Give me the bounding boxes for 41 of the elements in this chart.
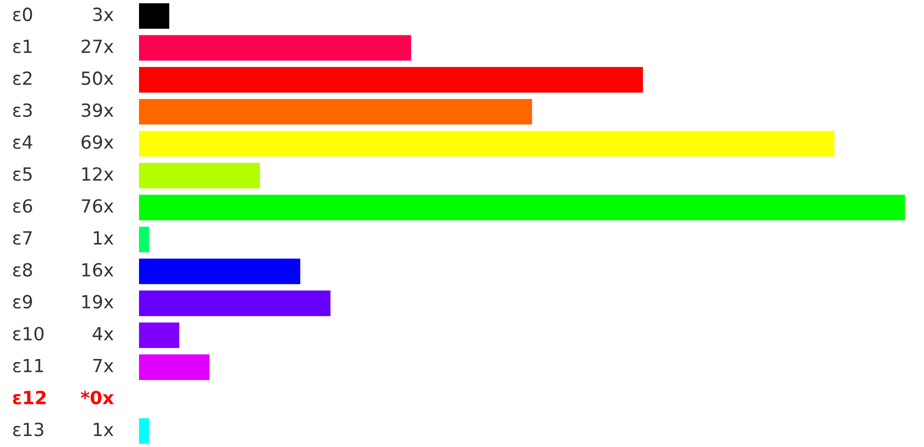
bar bbox=[139, 322, 180, 348]
data-label: *0x bbox=[80, 390, 114, 404]
data-label: 50x bbox=[82, 71, 114, 86]
bar bbox=[139, 67, 643, 93]
data-label: 69x bbox=[82, 135, 114, 149]
bar bbox=[139, 35, 412, 61]
bar bbox=[139, 354, 210, 380]
bar bbox=[139, 162, 260, 188]
data-label: 7x bbox=[93, 358, 114, 372]
y-tick-label: ε3 bbox=[13, 103, 32, 117]
y-tick-label: ε11 bbox=[13, 358, 44, 372]
data-label: 1x bbox=[94, 422, 114, 436]
data-label: 3x bbox=[93, 8, 114, 22]
bar bbox=[139, 98, 532, 125]
bar bbox=[139, 290, 330, 316]
y-tick-label: ε7 bbox=[13, 231, 32, 245]
data-label: 12x bbox=[82, 167, 114, 181]
y-tick-label: ε5 bbox=[13, 167, 32, 181]
bar bbox=[139, 258, 300, 284]
y-tick-label: ε0 bbox=[13, 8, 32, 22]
data-label: 39x bbox=[82, 103, 114, 117]
y-tick-label: ε13 bbox=[13, 422, 44, 436]
data-label: 1x bbox=[94, 231, 114, 244]
y-tick-label: ε8 bbox=[13, 262, 32, 277]
y-tick-label: ε2 bbox=[13, 71, 32, 86]
y-tick-label: ε9 bbox=[13, 294, 32, 309]
y-tick-label: ε1 bbox=[13, 40, 32, 54]
bar bbox=[139, 226, 150, 252]
y-tick-label: ε4 bbox=[13, 135, 32, 149]
data-label: 27x bbox=[82, 39, 114, 53]
y-tick-label: ε6 bbox=[13, 199, 32, 213]
data-label: 4x bbox=[92, 327, 114, 340]
y-tick-label: ε10 bbox=[13, 326, 44, 340]
data-label: 76x bbox=[82, 199, 114, 213]
data-label: 19x bbox=[82, 294, 114, 309]
bar bbox=[139, 3, 170, 29]
data-label: 16x bbox=[82, 262, 114, 277]
bar bbox=[139, 418, 150, 444]
bar bbox=[139, 194, 905, 220]
y-tick-label: ε12 bbox=[12, 390, 46, 404]
bar bbox=[139, 130, 834, 156]
